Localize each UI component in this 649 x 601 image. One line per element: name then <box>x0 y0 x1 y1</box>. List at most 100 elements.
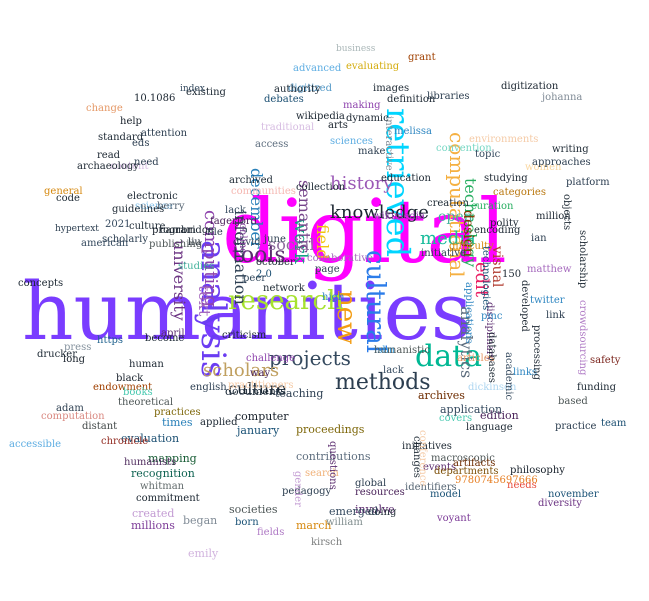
cloud-word: link <box>546 310 565 321</box>
cloud-word: lack <box>383 365 404 376</box>
cloud-word: access <box>255 139 289 150</box>
cloud-word: media <box>420 228 476 249</box>
cloud-word: online <box>237 223 248 255</box>
cloud-word: humanities <box>22 265 472 358</box>
cloud-word: november <box>548 489 599 500</box>
cloud-word: cambridge <box>160 225 215 236</box>
cloud-word: identifiers <box>405 482 457 493</box>
cloud-word: code <box>56 193 80 204</box>
cloud-word: millions <box>131 519 175 532</box>
cloud-word: archaeology <box>77 161 139 172</box>
cloud-word: based <box>558 396 588 407</box>
cloud-word: adam <box>56 403 84 414</box>
cloud-word: october <box>256 257 295 268</box>
cloud-word: peer <box>243 273 267 284</box>
cloud-word: scholarly <box>102 234 148 245</box>
cloud-word: funding <box>577 382 617 393</box>
cloud-word: business <box>336 44 376 54</box>
cloud-word: culture <box>228 379 287 398</box>
cloud-word: pmc <box>481 311 503 322</box>
cloud-word: resources <box>355 487 405 498</box>
cloud-word: search <box>305 468 339 479</box>
cloud-word: crowdsourcing <box>577 300 588 376</box>
cloud-word: cultural <box>360 250 390 354</box>
cloud-word: categories <box>493 187 546 198</box>
cloud-word: advanced <box>293 63 342 74</box>
cloud-word: application <box>440 403 503 416</box>
cloud-word: help <box>120 116 142 127</box>
cloud-word: ian <box>531 233 547 244</box>
cloud-word: voyant <box>437 513 471 524</box>
cloud-word: long <box>63 354 86 365</box>
cloud-word: scholars <box>203 360 280 381</box>
cloud-word: macroscopic <box>431 453 495 464</box>
cloud-word: model <box>430 489 462 500</box>
cloud-word: academic <box>503 352 514 401</box>
cloud-word: gender <box>292 471 303 507</box>
cloud-word: societies <box>229 503 278 516</box>
cloud-word: emerged <box>329 505 379 518</box>
cloud-word: processing <box>531 325 542 381</box>
cloud-word: 2021 <box>105 219 131 230</box>
cloud-word: projects <box>269 346 351 370</box>
cloud-word: technologies <box>480 246 491 311</box>
cloud-word: guidelines <box>112 204 165 215</box>
cloud-word: knowledge <box>330 202 429 223</box>
cloud-word: become <box>145 333 185 344</box>
cloud-word: research <box>228 286 344 316</box>
cloud-word: black <box>116 373 144 384</box>
cloud-word: read <box>97 150 121 161</box>
cloud-word: changes <box>411 436 422 478</box>
cloud-word: april <box>161 328 185 339</box>
cloud-word: evaluation <box>121 432 180 445</box>
cloud-word: topic <box>475 149 501 160</box>
cloud-word: created <box>132 507 175 520</box>
cloud-word: dynamic <box>346 113 389 124</box>
cloud-word: culture <box>129 221 166 232</box>
cloud-word: databases <box>486 332 497 383</box>
cloud-word: file <box>207 227 223 238</box>
cloud-word: june <box>264 234 286 245</box>
cloud-word: wikimedia <box>373 211 425 222</box>
cloud-word: tools <box>232 243 286 268</box>
cloud-word: existing <box>186 87 226 98</box>
cloud-word: open <box>438 209 473 225</box>
cloud-word: women <box>525 162 562 173</box>
cloud-word: american <box>81 238 129 249</box>
cloud-word: commitment <box>136 493 200 504</box>
cloud-word: global <box>355 478 387 489</box>
cloud-word: mapping <box>148 452 197 465</box>
cloud-word: developed <box>519 280 530 332</box>
cloud-word: index <box>180 84 205 94</box>
cloud-word: methods <box>335 370 431 395</box>
cloud-word: creation <box>427 198 469 209</box>
cloud-word: contributions <box>296 450 371 463</box>
cloud-word: practice <box>555 421 597 432</box>
cloud-word: began <box>183 514 218 527</box>
cloud-word: lack <box>225 205 246 216</box>
cloud-word: departments <box>434 466 499 477</box>
cloud-word: definition <box>387 94 436 105</box>
cloud-word: science <box>135 201 173 212</box>
cloud-word: drucker <box>37 349 77 360</box>
cloud-word: diversity <box>538 498 582 509</box>
cloud-word: english <box>190 382 227 393</box>
cloud-word: events <box>423 462 457 473</box>
cloud-word: dickinson <box>468 382 517 393</box>
cloud-word: edition <box>480 409 519 422</box>
cloud-word: teaching <box>275 387 324 400</box>
cloud-word: covers <box>439 413 473 424</box>
cloud-word: times <box>162 416 193 429</box>
cloud-word: visual <box>489 246 505 288</box>
cloud-word: digital <box>222 180 507 283</box>
cloud-word: evaluating <box>346 61 400 72</box>
cloud-word: language <box>466 422 513 433</box>
cloud-word: liu <box>188 237 201 248</box>
cloud-word: publishing <box>149 239 203 250</box>
cloud-word: initiatives <box>402 441 452 452</box>
cloud-word: 10.1086 <box>134 93 176 104</box>
cloud-word: digitized <box>288 83 333 94</box>
cloud-word: 9780745697666 <box>455 475 538 486</box>
cloud-word: page <box>315 264 340 275</box>
cloud-word: links <box>513 367 538 378</box>
